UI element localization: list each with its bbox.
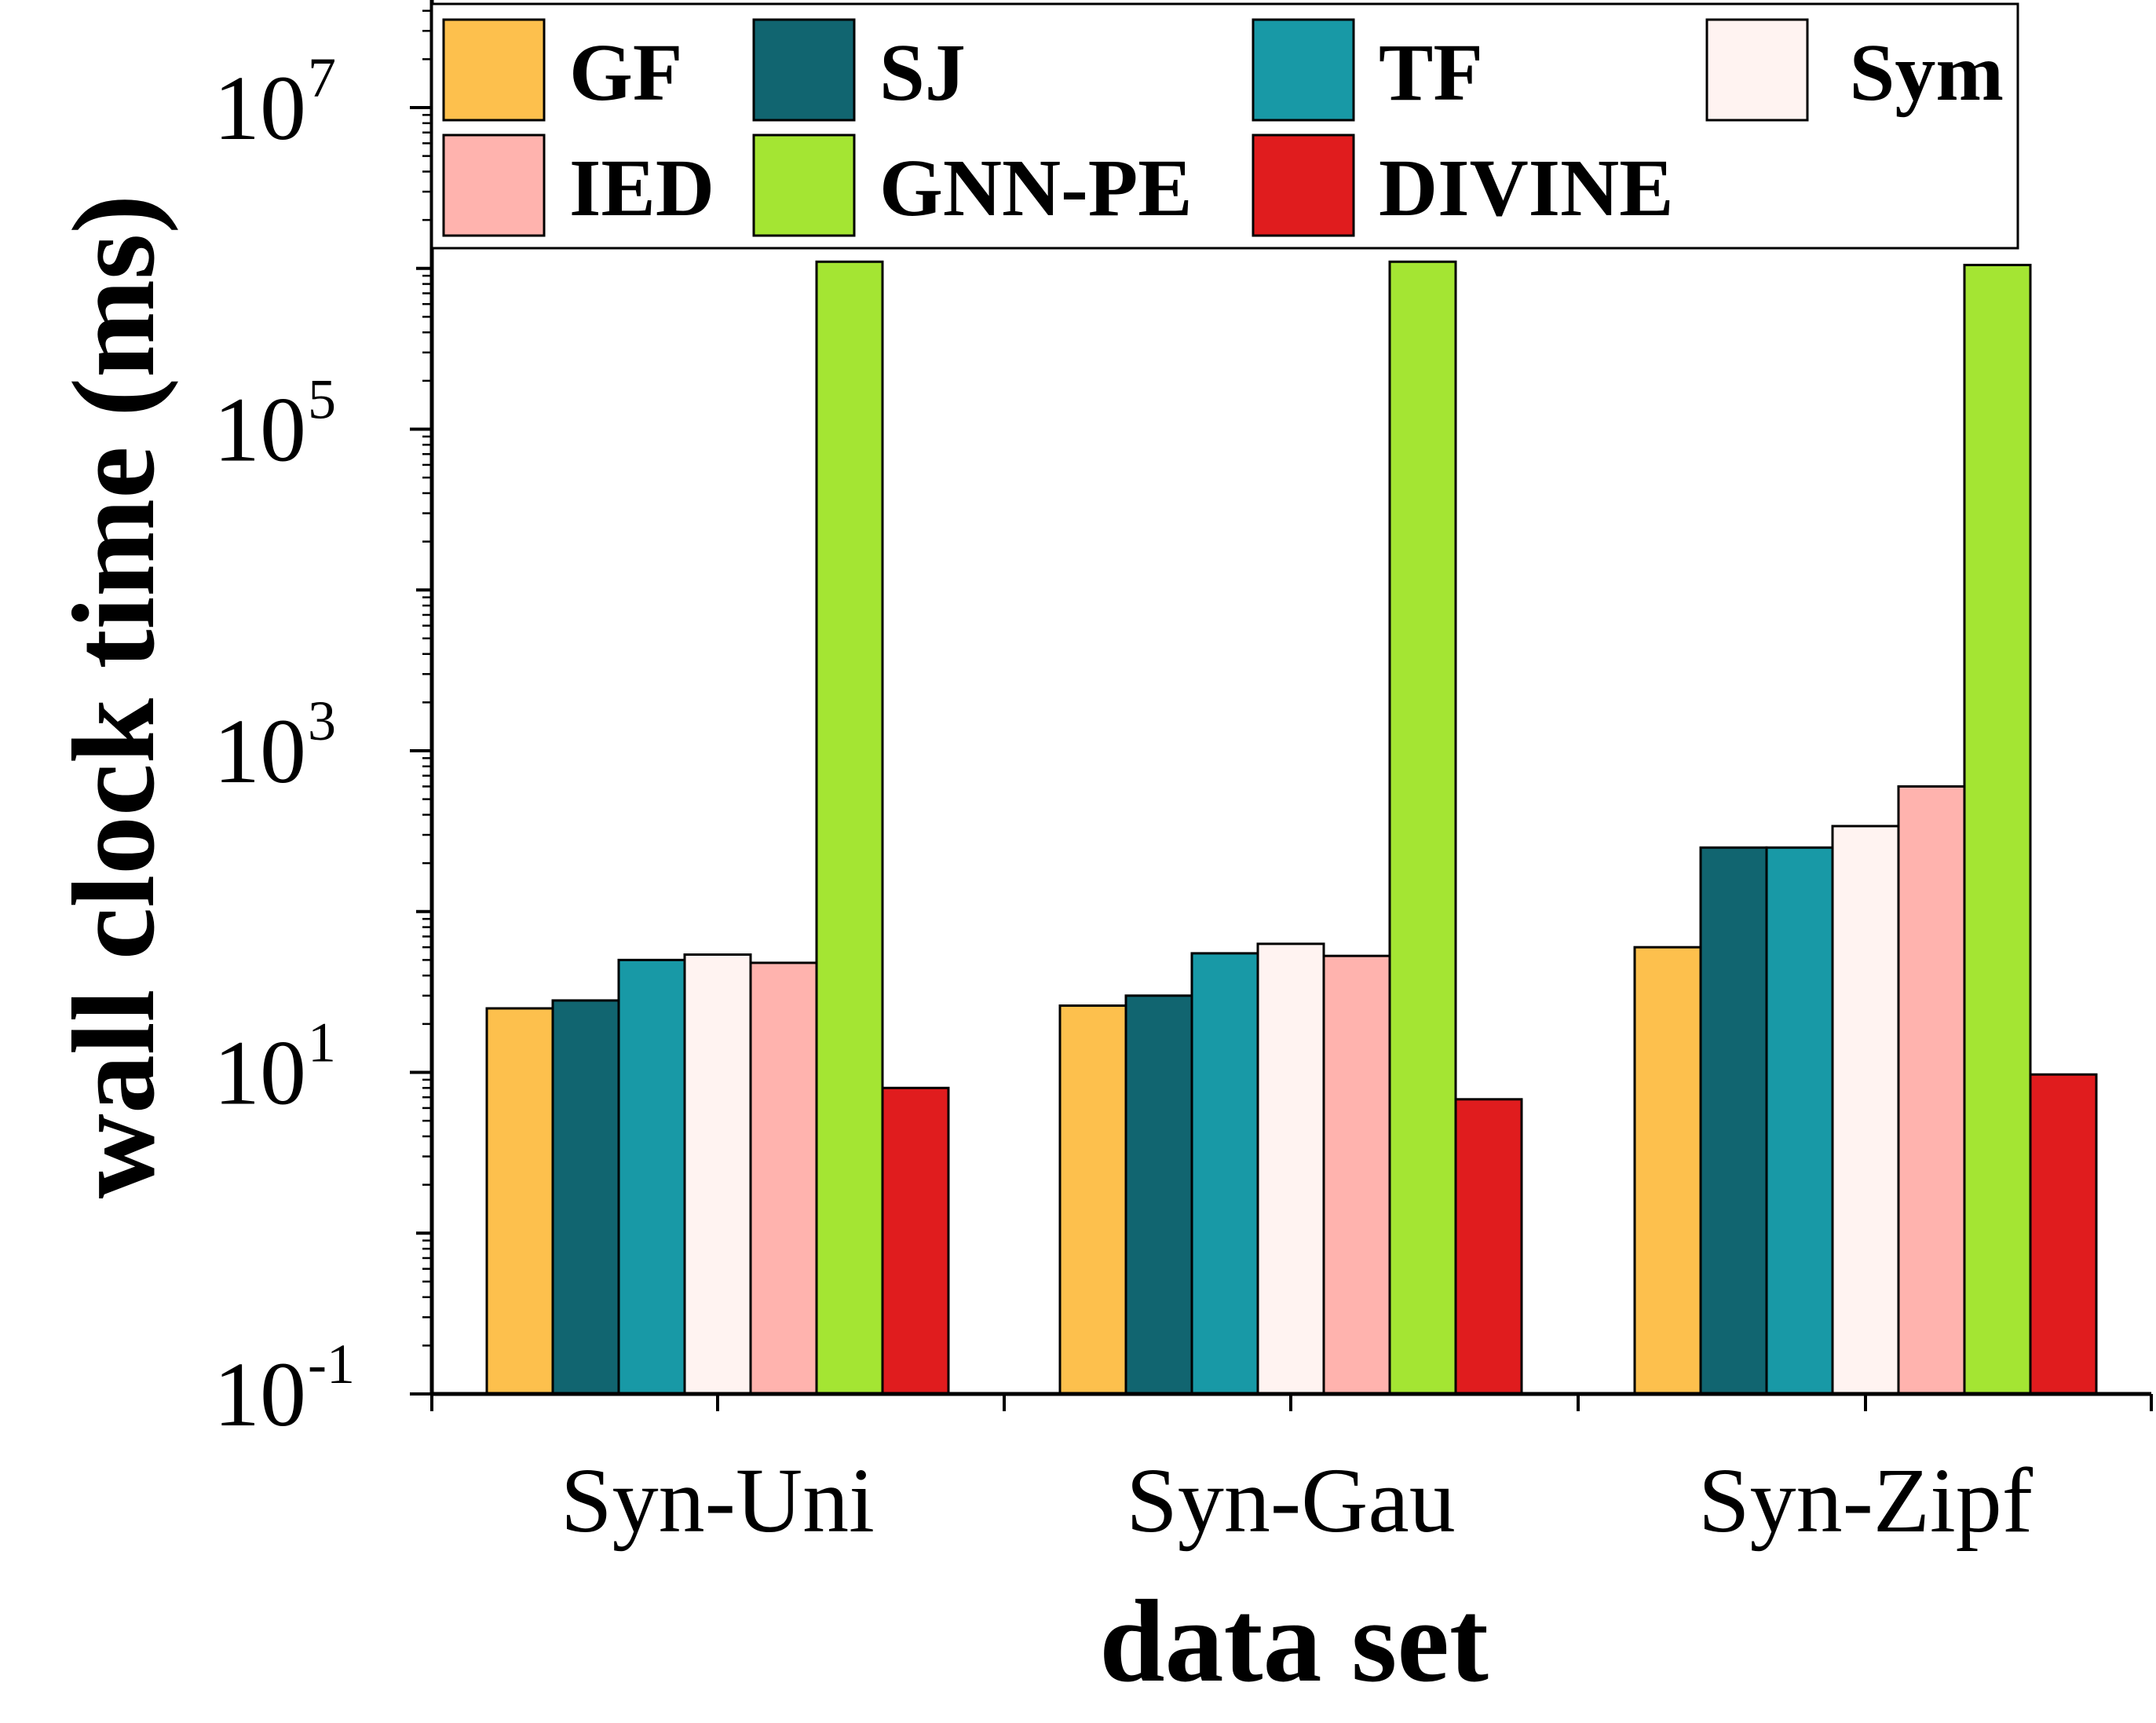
y-tick-base: 10: [214, 1343, 306, 1446]
legend-label-gf: GF: [569, 27, 682, 118]
bar-divine-syn-zipf: [2029, 1073, 2098, 1396]
bar-sj-syn-gau: [1124, 994, 1193, 1396]
legend-swatch-divine: [1252, 134, 1355, 237]
bar-ied-syn-uni: [749, 961, 818, 1396]
y-tick-label: 10 3: [214, 690, 336, 803]
bar-gf-syn-gau: [1058, 1004, 1127, 1396]
legend-swatch-tf: [1252, 18, 1355, 122]
y-tick-base: 10: [214, 57, 306, 159]
legend-swatch-sym: [1705, 18, 1809, 122]
legend-swatch-gf: [442, 18, 546, 122]
legend: GF SJ TF Sym IED GNN-PE DIVINE: [430, 2, 2019, 250]
legend-label-tf: TF: [1379, 27, 1483, 118]
legend-label-ied: IED: [569, 143, 714, 233]
legend-swatch-ied: [442, 134, 546, 237]
bar-ied-syn-zipf: [1897, 785, 1966, 1396]
bar-sym-syn-zipf: [1831, 825, 1900, 1396]
y-tick-label: 10 5: [214, 368, 336, 481]
bar-sj-syn-uni: [551, 999, 620, 1396]
y-tick-exponent: 7: [308, 46, 336, 109]
legend-label-gnn-pe: GNN-PE: [879, 143, 1193, 233]
legend-label-sym: Sym: [1850, 27, 2004, 118]
y-tick-label: 10 7: [214, 46, 336, 159]
bar-divine-syn-uni: [881, 1086, 950, 1396]
y-tick-base: 10: [214, 1022, 306, 1125]
bar-gnn-pe-syn-uni: [815, 260, 884, 1396]
bar-tf-syn-zipf: [1765, 846, 1834, 1396]
y-axis-title: wall clock time (ms): [49, 195, 179, 1199]
bars-layer: [485, 260, 2098, 1396]
y-tick-base: 10: [214, 700, 306, 803]
y-tick-exponent: 1: [308, 1011, 336, 1074]
x-tick-label: Syn-Uni: [561, 1449, 875, 1552]
bar-gnn-pe-syn-gau: [1388, 260, 1457, 1396]
y-tick-base: 10: [214, 379, 306, 481]
y-tick-exponent: 3: [308, 690, 336, 752]
y-tick-label: 10 1: [214, 1011, 336, 1125]
bar-sym-syn-gau: [1256, 942, 1325, 1396]
y-tick-exponent: 5: [308, 368, 336, 431]
x-tick-label: Syn-Zipf: [1698, 1449, 2034, 1552]
legend-label-divine: DIVINE: [1379, 143, 1674, 233]
bar-tf-syn-uni: [617, 958, 686, 1396]
y-tick-label: 10 -1: [214, 1333, 355, 1446]
bar-divine-syn-gau: [1454, 1098, 1523, 1396]
x-axis-title: data set: [1099, 1576, 1489, 1707]
bar-gnn-pe-syn-zipf: [1963, 263, 2032, 1396]
bar-sj-syn-zipf: [1699, 846, 1768, 1396]
legend-swatch-sj: [752, 18, 856, 122]
legend-label-sj: SJ: [879, 27, 966, 118]
bar-gf-syn-uni: [485, 1007, 554, 1396]
bar-ied-syn-gau: [1322, 954, 1391, 1396]
bar-tf-syn-gau: [1190, 952, 1259, 1396]
bar-sym-syn-uni: [683, 953, 752, 1396]
legend-swatch-gnn-pe: [752, 134, 856, 237]
y-tick-exponent: -1: [308, 1333, 355, 1396]
bar-gf-syn-zipf: [1633, 946, 1702, 1396]
x-tick-label: Syn-Gau: [1126, 1449, 1456, 1552]
